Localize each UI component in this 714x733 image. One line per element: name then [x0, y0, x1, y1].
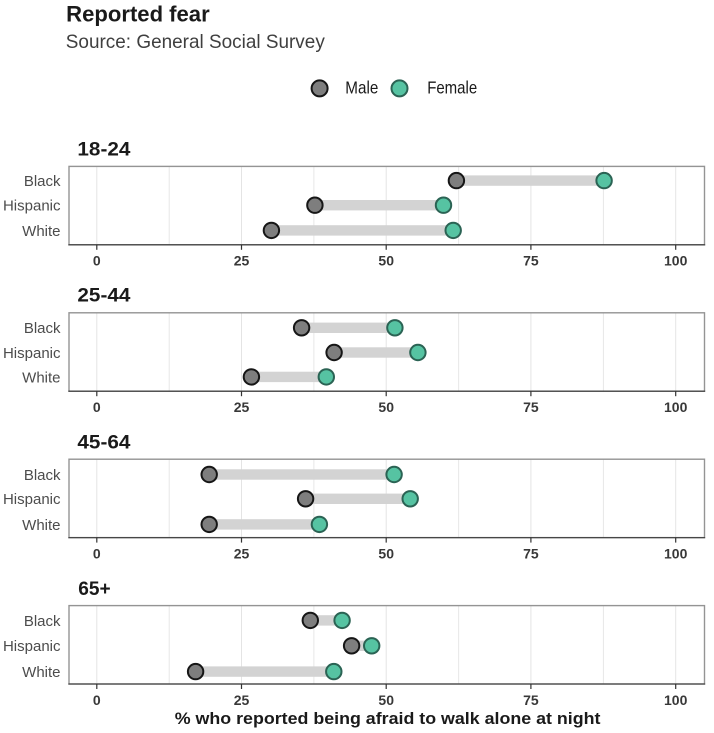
svg-text:White: White — [22, 369, 60, 386]
svg-text:100: 100 — [664, 545, 688, 561]
svg-text:White: White — [22, 517, 60, 534]
svg-text:25-44: 25-44 — [77, 284, 130, 306]
svg-text:% who reported being afraid to: % who reported being afraid to walk alon… — [175, 710, 601, 728]
svg-text:50: 50 — [378, 545, 394, 561]
svg-text:50: 50 — [378, 692, 394, 708]
svg-text:Hispanic: Hispanic — [3, 345, 61, 362]
svg-text:100: 100 — [664, 253, 688, 269]
svg-text:100: 100 — [664, 692, 688, 708]
svg-text:25: 25 — [234, 399, 250, 415]
svg-text:50: 50 — [378, 399, 394, 415]
svg-text:Black: Black — [24, 467, 61, 484]
svg-text:White: White — [22, 664, 60, 681]
svg-text:0: 0 — [93, 692, 101, 708]
svg-text:18-24: 18-24 — [77, 138, 130, 160]
svg-text:50: 50 — [378, 253, 394, 269]
svg-text:25: 25 — [234, 253, 250, 269]
svg-text:Reported fear: Reported fear — [66, 2, 210, 27]
svg-text:75: 75 — [523, 399, 539, 415]
svg-text:Black: Black — [24, 320, 61, 337]
svg-text:75: 75 — [523, 692, 539, 708]
svg-text:Source: General Social Survey: Source: General Social Survey — [66, 31, 325, 53]
svg-text:Male: Male — [345, 77, 378, 97]
svg-text:0: 0 — [93, 399, 101, 415]
svg-text:Hispanic: Hispanic — [3, 491, 61, 508]
svg-text:75: 75 — [523, 545, 539, 561]
svg-text:45-64: 45-64 — [77, 432, 130, 454]
svg-text:Hispanic: Hispanic — [3, 638, 61, 655]
svg-text:25: 25 — [234, 692, 250, 708]
svg-text:Hispanic: Hispanic — [3, 198, 61, 215]
svg-text:White: White — [22, 223, 60, 240]
svg-text:65+: 65+ — [78, 578, 110, 600]
svg-text:Black: Black — [24, 173, 61, 190]
svg-text:0: 0 — [93, 545, 101, 561]
svg-text:0: 0 — [93, 253, 101, 269]
svg-text:75: 75 — [523, 253, 539, 269]
svg-text:100: 100 — [664, 399, 688, 415]
svg-text:Black: Black — [24, 613, 61, 630]
svg-text:25: 25 — [234, 545, 250, 561]
svg-text:Female: Female — [427, 77, 477, 97]
